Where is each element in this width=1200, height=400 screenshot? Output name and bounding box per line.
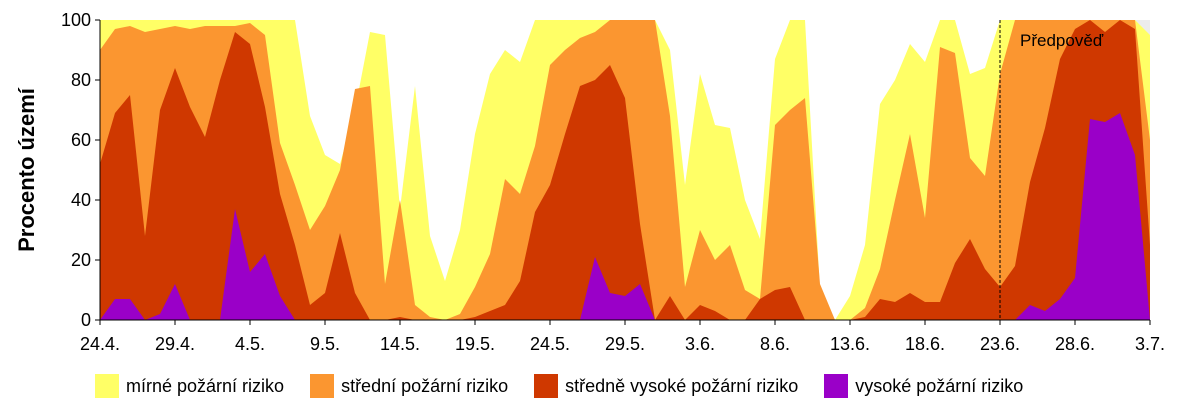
x-tick-label: 18.6. [905,334,945,354]
x-tick-label: 4.5. [235,334,265,354]
legend-label-medium: střední požární riziko [341,375,509,396]
y-axis-label: Procento území [14,87,39,252]
y-tick-label: 0 [81,310,91,330]
legend-item-medium-high: středně vysoké požární riziko [534,374,798,398]
axes: 0 20 40 60 80 100 24.4. 29.4. 4.5. 9.5. 14.5. 19.5.… [61,10,1165,354]
x-tick-label: 28.6. [1055,334,1095,354]
x-tick-label: 19.5. [455,334,495,354]
y-tick-label: 100 [61,10,91,30]
legend-item-mild: mírné požární riziko [95,374,284,398]
x-tick-label: 13.6. [830,334,870,354]
legend-swatch-medium [310,374,335,398]
legend-item-medium: střední požární riziko [310,374,508,398]
legend-swatch-mild [95,374,119,398]
y-tick-label: 60 [71,130,91,150]
legend-label-mild: mírné požární riziko [126,375,285,396]
x-tick-label: 8.6. [760,334,790,354]
x-tick-label: 29.4. [155,334,195,354]
y-tick-label: 80 [71,70,91,90]
series-areas [100,20,1150,320]
x-tick-label: 3.7. [1135,334,1165,354]
area-medium-high [100,20,1150,320]
x-tick-label: 24.5. [530,334,570,354]
x-tick-label: 3.6. [685,334,715,354]
x-tick-label: 24.4. [80,334,120,354]
legend-swatch-medium-high [534,374,559,398]
legend: mírné požární riziko střední požární riz… [95,372,1195,400]
x-tick-label: 23.6. [980,334,1020,354]
y-tick-label: 20 [71,250,91,270]
legend-label-medium-high: středně vysoké požární riziko [565,375,799,396]
x-tick-label: 14.5. [380,334,420,354]
legend-item-high: vysoké požární riziko [824,374,1023,398]
legend-swatch-high [824,374,849,398]
x-tick-label: 29.5. [605,334,645,354]
forecast-annotation: Předpověď [1020,31,1104,50]
x-tick-label: 9.5. [310,334,340,354]
legend-label-high: vysoké požární riziko [855,375,1024,396]
y-tick-label: 40 [71,190,91,210]
